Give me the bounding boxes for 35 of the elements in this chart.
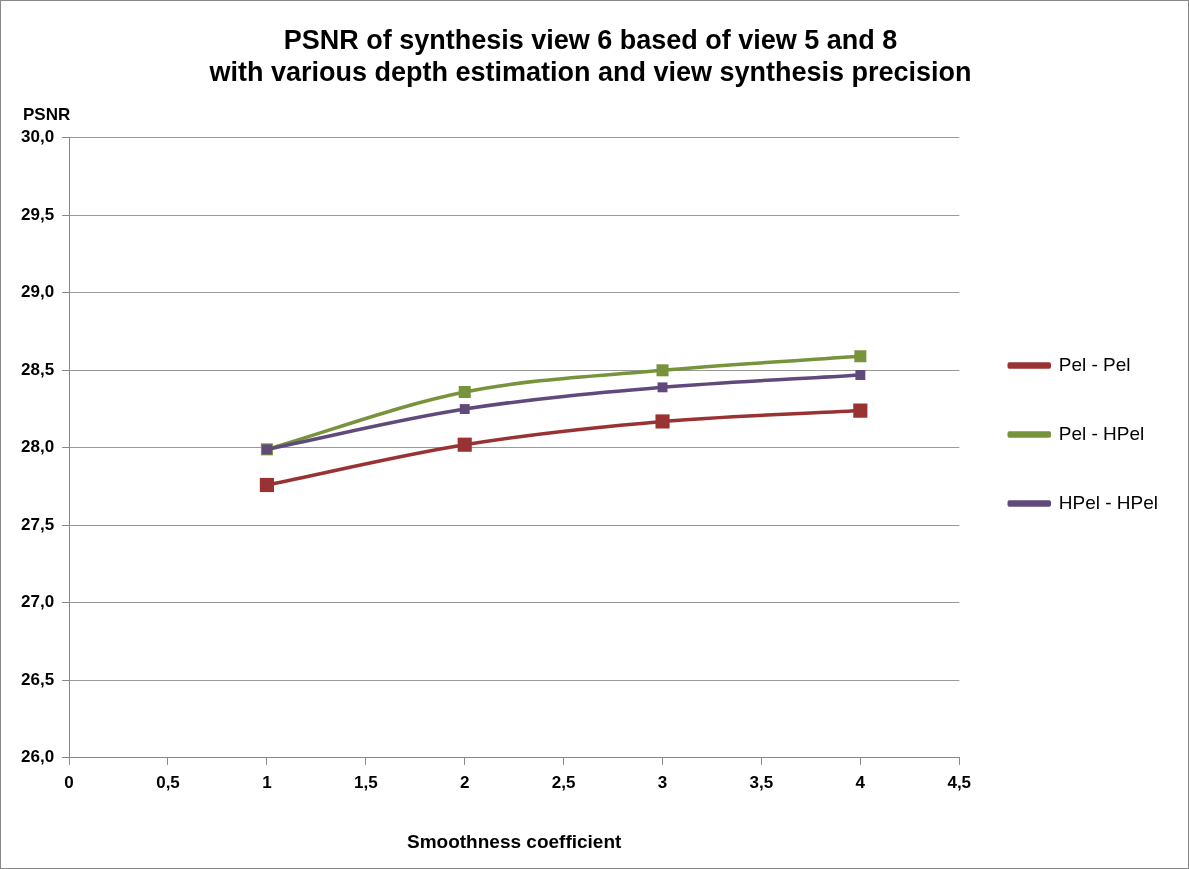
x-tick-label: 3,5 (749, 772, 774, 792)
y-tick-label: 29,0 (20, 282, 55, 302)
y-tick-label: 30,0 (20, 127, 55, 147)
y-tick-label: 29,5 (20, 204, 55, 224)
point (655, 414, 670, 429)
y-tick-label: 28,5 (20, 359, 55, 379)
x-tick-label: 3 (657, 772, 668, 792)
point (854, 350, 867, 363)
legend-label: Pel - HPel (1058, 422, 1145, 444)
y-tick-label: 28,0 (20, 437, 55, 457)
point (657, 382, 668, 393)
legend-label: HPel - HPel (1058, 491, 1158, 513)
point (458, 385, 471, 399)
x-tick-label: 4,5 (947, 772, 972, 792)
x-tick-label: 0,5 (156, 772, 180, 792)
x-tick-label: 1 (262, 772, 272, 792)
point (853, 403, 868, 418)
x-axis-title: Smoothness coefficient (407, 830, 622, 852)
point (457, 437, 472, 452)
x-tick-label: 2,5 (551, 772, 576, 792)
x-tick-label: 0 (64, 772, 74, 792)
y-tick-label: 27,5 (20, 514, 55, 534)
point (259, 477, 274, 493)
y-tick-label: 27,0 (20, 592, 55, 612)
legend-label: Pel - Pel (1058, 353, 1131, 375)
y-tick-label: 26,0 (20, 747, 55, 767)
x-tick-label: 1,5 (353, 772, 378, 792)
y-tick-label: 26,5 (20, 669, 55, 689)
chart-title: PSNR of synthesis view 6 based of view 5 and 8 with various depth estimation and view synthesis precision (208, 24, 972, 88)
y-axis-title: PSNR (23, 104, 71, 124)
point (459, 404, 470, 414)
point (656, 364, 669, 377)
x-tick-label: 2 (459, 772, 470, 792)
point (855, 370, 866, 380)
x-tick-label: 4 (855, 772, 866, 792)
